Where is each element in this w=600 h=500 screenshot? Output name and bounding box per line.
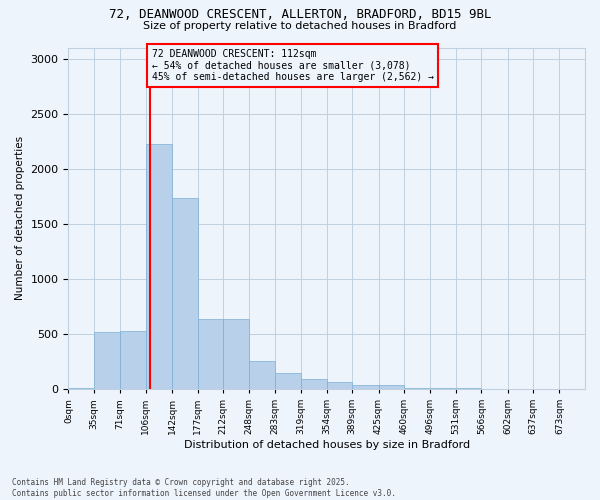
Text: 72 DEANWOOD CRESCENT: 112sqm
← 54% of detached houses are smaller (3,078)
45% of: 72 DEANWOOD CRESCENT: 112sqm ← 54% of de… [152,49,434,82]
Bar [68,388,94,389]
Bar [275,373,301,389]
Bar [250,361,275,389]
Bar [301,378,327,389]
Bar [327,382,352,389]
X-axis label: Distribution of detached houses by size in Bradford: Distribution of detached houses by size … [184,440,470,450]
Bar [146,144,172,389]
Y-axis label: Number of detached properties: Number of detached properties [15,136,25,300]
Text: 72, DEANWOOD CRESCENT, ALLERTON, BRADFORD, BD15 9BL: 72, DEANWOOD CRESCENT, ALLERTON, BRADFOR… [109,8,491,20]
Bar [430,388,456,389]
Bar [120,331,146,389]
Bar [404,388,430,389]
Text: Size of property relative to detached houses in Bradford: Size of property relative to detached ho… [143,21,457,31]
Bar [197,318,223,389]
Bar [94,332,120,389]
Bar [223,318,250,389]
Text: Contains HM Land Registry data © Crown copyright and database right 2025.
Contai: Contains HM Land Registry data © Crown c… [12,478,396,498]
Bar [172,198,197,389]
Bar [352,384,379,389]
Bar [379,384,404,389]
Bar [456,388,481,389]
